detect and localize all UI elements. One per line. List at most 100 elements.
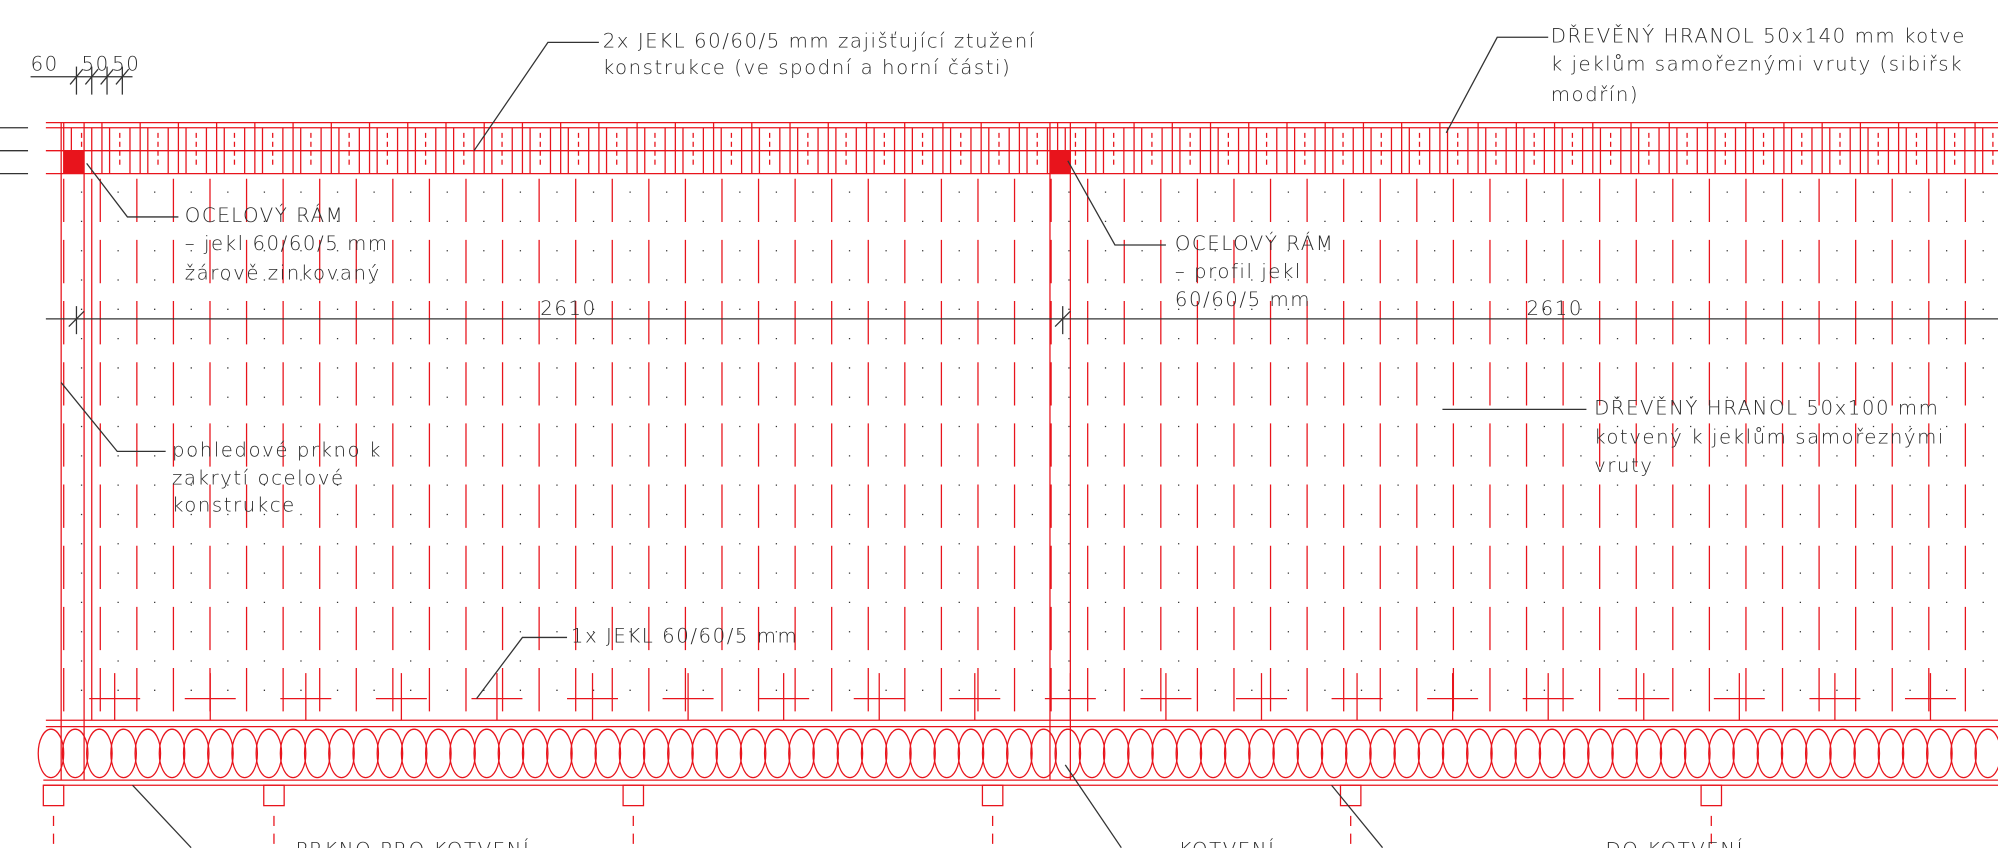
dim-label: 60 — [31, 52, 59, 75]
insulation-loop — [739, 728, 767, 779]
insulation-loop — [1054, 728, 1082, 779]
note: pohledové prkno k — [172, 438, 382, 461]
insulation-loop — [642, 728, 670, 779]
note: 2x JEKL 60/60/5 mm zajišťující ztužení — [603, 29, 1036, 52]
leader — [132, 784, 192, 848]
insulation-loop — [1296, 728, 1324, 779]
insulation-loop — [255, 728, 283, 779]
insulation-loop — [763, 728, 791, 779]
anchor — [622, 784, 645, 807]
leader — [1067, 160, 1166, 246]
insulation-loop — [1102, 728, 1130, 779]
note: – profil jekl — [1175, 260, 1302, 283]
note: DO KOTVENÍ — [1606, 839, 1744, 848]
insulation-loop — [207, 728, 234, 779]
insulation-loop — [1853, 728, 1881, 779]
note: vruty — [1594, 454, 1653, 477]
insulation-loop — [981, 728, 1009, 779]
note: modřín) — [1551, 83, 1639, 106]
insulation-loop — [134, 728, 162, 779]
anchor — [42, 784, 65, 807]
insulation-loop — [1030, 728, 1057, 779]
note: KOTVENÍ — [1179, 839, 1276, 848]
insulation-loop — [1320, 728, 1348, 779]
note: PRKNO PRO KOTVENÍ — [296, 839, 531, 848]
insulation-loop — [1732, 728, 1760, 779]
insulation-loop — [110, 728, 137, 779]
insulation-loop — [1877, 728, 1905, 779]
insulation-loop — [376, 728, 404, 779]
insulation-loop — [570, 728, 597, 779]
leader — [60, 382, 166, 453]
insulation-loop — [933, 728, 961, 779]
insulation-loop — [1490, 728, 1517, 779]
note: DŘEVĚNÝ HRANOL 50x140 mm kotve — [1551, 24, 1966, 47]
insulation-loop — [546, 728, 573, 779]
insulation-loop — [1538, 728, 1566, 779]
note: – jekl 60/60/5 mm — [185, 232, 389, 255]
anchor — [1339, 784, 1362, 807]
insulation-loop — [352, 728, 380, 779]
insulation-loop — [328, 728, 355, 779]
dim-label: 2610 — [540, 297, 596, 320]
insulation-loop — [1683, 728, 1711, 779]
insulation-loop — [1078, 728, 1106, 779]
insulation-loop — [667, 728, 694, 779]
insulation-loop — [1344, 728, 1372, 779]
insulation-loop — [1417, 728, 1445, 779]
insulation-loop — [860, 728, 888, 779]
insulation-loop — [1514, 728, 1542, 779]
note: 60/60/5 mm — [1175, 288, 1311, 311]
insulation-loop — [1369, 728, 1396, 779]
insulation-loop — [788, 728, 815, 779]
insulation-loop — [1926, 728, 1953, 779]
insulation-loop — [691, 728, 719, 779]
insulation-loop — [1587, 728, 1614, 779]
insulation-loop — [812, 728, 840, 779]
leader — [1331, 784, 1384, 848]
anchor — [1700, 784, 1723, 807]
dim-label: 50 — [112, 52, 140, 75]
insulation-loop — [521, 728, 549, 779]
insulation-loop — [1780, 728, 1808, 779]
insulation-loop — [715, 728, 743, 779]
insulation-loop — [1562, 728, 1590, 779]
insulation-loop — [1223, 728, 1251, 779]
insulation-loop — [1199, 728, 1227, 779]
steel-section — [1049, 150, 1071, 174]
insulation-loop — [303, 728, 331, 779]
insulation-loop — [37, 728, 65, 779]
note: zakrytí ocelové — [172, 467, 345, 490]
insulation-loop — [957, 728, 985, 779]
note: konstrukce (ve spodní a horní části) — [603, 56, 1012, 79]
insulation-loop — [424, 728, 452, 779]
note: žárově zinkovaný — [185, 261, 381, 284]
insulation-loop — [400, 728, 428, 779]
insulation-loop — [1175, 728, 1203, 779]
leader — [86, 163, 179, 218]
note: OCELOVÝ RÁM — [1175, 232, 1334, 255]
insulation-loop — [884, 728, 912, 779]
insulation-loop — [1950, 728, 1977, 779]
insulation-loop — [1006, 728, 1033, 779]
insulation-loop — [473, 728, 501, 779]
note: konstrukce — [172, 493, 296, 516]
insulation-loop — [449, 728, 476, 779]
leader — [1064, 764, 1122, 848]
leader — [476, 636, 568, 699]
insulation-loop — [1466, 728, 1493, 779]
note: kotvený k jeklům samořeznými — [1594, 426, 1945, 449]
insulation-loop — [1829, 728, 1856, 779]
insulation-loop — [594, 728, 622, 779]
steel-section — [63, 150, 85, 174]
insulation-loop — [497, 728, 525, 779]
insulation-loop — [1901, 728, 1929, 779]
note: OCELOVÝ RÁM — [185, 204, 344, 227]
insulation-loop — [1272, 728, 1300, 779]
dim-label: 50 — [82, 52, 110, 75]
insulation-loop — [1151, 728, 1179, 779]
anchor — [981, 784, 1004, 807]
note: 1x JEKL 60/60/5 mm — [571, 625, 798, 648]
